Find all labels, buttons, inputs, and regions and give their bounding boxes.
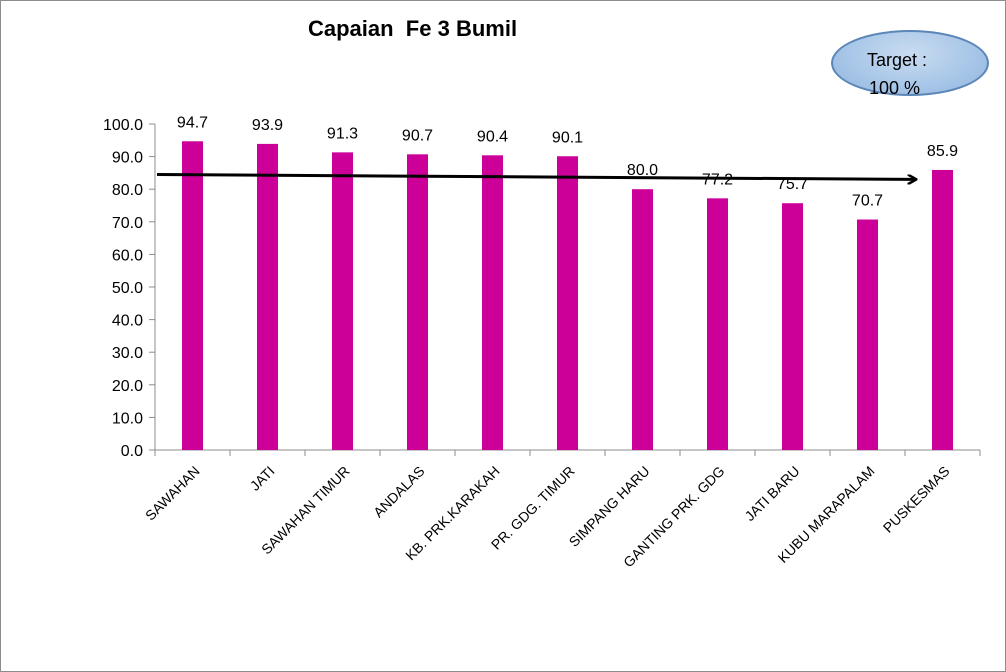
bar: [182, 141, 203, 450]
bar: [407, 154, 428, 450]
category-label: SIMPANG HARU: [566, 463, 653, 550]
bar: [332, 152, 353, 450]
y-tick-label: 100.0: [103, 117, 143, 134]
bar: [707, 198, 728, 450]
y-tick-label: 10.0: [112, 410, 143, 427]
bars: [182, 141, 953, 451]
bar: [557, 156, 578, 451]
data-label: 91.3: [327, 125, 358, 142]
bar: [482, 155, 503, 450]
bar: [857, 219, 878, 450]
data-label: 90.4: [477, 128, 508, 145]
bar: [257, 143, 278, 451]
data-label: 94.7: [177, 114, 208, 131]
bar: [782, 203, 803, 450]
data-label: 80.0: [627, 162, 658, 179]
y-tick-label: 30.0: [112, 345, 143, 362]
category-label: PR. GDG. TIMUR: [488, 463, 578, 553]
y-tick-label: 50.0: [112, 280, 143, 297]
data-label: 75.7: [777, 176, 808, 193]
target-label: Target :: [867, 50, 928, 70]
data-label: 70.7: [852, 193, 883, 210]
category-label: PUSKESMAS: [880, 463, 953, 536]
bar: [632, 189, 653, 450]
y-tick-label: 40.0: [112, 313, 143, 330]
trend-arrow: [156, 173, 915, 180]
y-axis: 0.0 10.0 20.0 30.0 40.0 50.0 60.0 70.0 80.0 90.0 1…: [103, 117, 156, 460]
data-label: 93.9: [252, 117, 283, 134]
category-label: JATI BARU: [741, 463, 802, 524]
data-label: 77.2: [702, 171, 733, 188]
data-label: 90.7: [402, 127, 433, 144]
data-label: 85.9: [927, 143, 958, 160]
y-tick-label: 20.0: [112, 378, 143, 395]
trend-arrow-line: [156, 173, 915, 180]
category-label: ANDALAS: [370, 463, 428, 521]
bar: [932, 169, 953, 450]
target-callout: [831, 30, 989, 96]
chart-title: Capaian Fe 3 Bumil: [308, 16, 518, 41]
y-tick-label: 60.0: [112, 247, 143, 264]
category-label: SAWAHAN: [142, 463, 203, 524]
x-axis: [154, 449, 981, 456]
y-tick-label: 0.0: [121, 443, 143, 460]
y-tick-label: 90.0: [112, 150, 143, 167]
data-label: 90.1: [552, 129, 583, 146]
y-tick-label: 70.0: [112, 215, 143, 232]
y-tick-label: 80.0: [112, 182, 143, 199]
target-value: 100 %: [869, 78, 921, 98]
data-labels: 94.7 93.9 91.3 90.7 90.4 90.1 80.0 77.2 75.7 70.7…: [177, 114, 958, 209]
category-label: JATI: [247, 463, 278, 494]
